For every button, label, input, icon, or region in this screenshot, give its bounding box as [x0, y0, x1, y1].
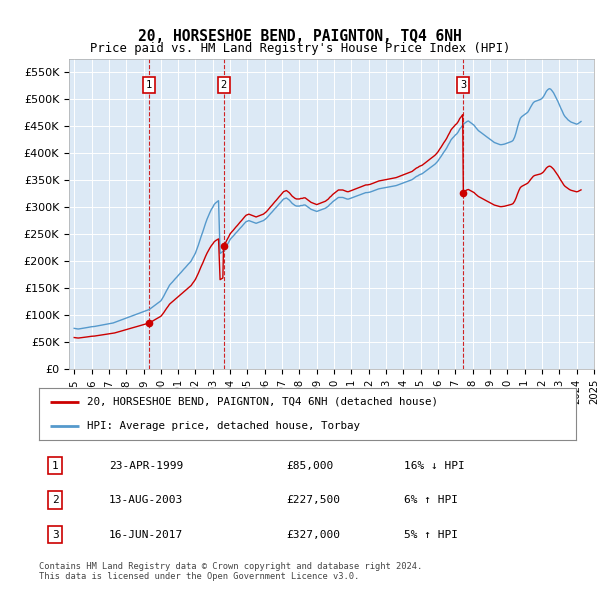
Text: Price paid vs. HM Land Registry's House Price Index (HPI): Price paid vs. HM Land Registry's House … — [90, 42, 510, 55]
Text: 3: 3 — [460, 80, 466, 90]
Text: 1: 1 — [52, 461, 58, 470]
Text: 1: 1 — [146, 80, 152, 90]
Text: £227,500: £227,500 — [286, 495, 340, 505]
Text: 13-AUG-2003: 13-AUG-2003 — [109, 495, 183, 505]
Text: 3: 3 — [52, 530, 58, 539]
Text: 2: 2 — [220, 80, 227, 90]
Text: £85,000: £85,000 — [286, 461, 333, 470]
Text: HPI: Average price, detached house, Torbay: HPI: Average price, detached house, Torb… — [88, 421, 361, 431]
Text: Contains HM Land Registry data © Crown copyright and database right 2024.
This d: Contains HM Land Registry data © Crown c… — [39, 562, 422, 581]
Text: 16% ↓ HPI: 16% ↓ HPI — [404, 461, 465, 470]
Text: 2: 2 — [52, 495, 58, 505]
Text: £327,000: £327,000 — [286, 530, 340, 539]
Text: 20, HORSESHOE BEND, PAIGNTON, TQ4 6NH: 20, HORSESHOE BEND, PAIGNTON, TQ4 6NH — [138, 29, 462, 44]
Text: 5% ↑ HPI: 5% ↑ HPI — [404, 530, 458, 539]
Text: 20, HORSESHOE BEND, PAIGNTON, TQ4 6NH (detached house): 20, HORSESHOE BEND, PAIGNTON, TQ4 6NH (d… — [88, 396, 439, 407]
Text: 23-APR-1999: 23-APR-1999 — [109, 461, 183, 470]
Text: 6% ↑ HPI: 6% ↑ HPI — [404, 495, 458, 505]
Text: 16-JUN-2017: 16-JUN-2017 — [109, 530, 183, 539]
